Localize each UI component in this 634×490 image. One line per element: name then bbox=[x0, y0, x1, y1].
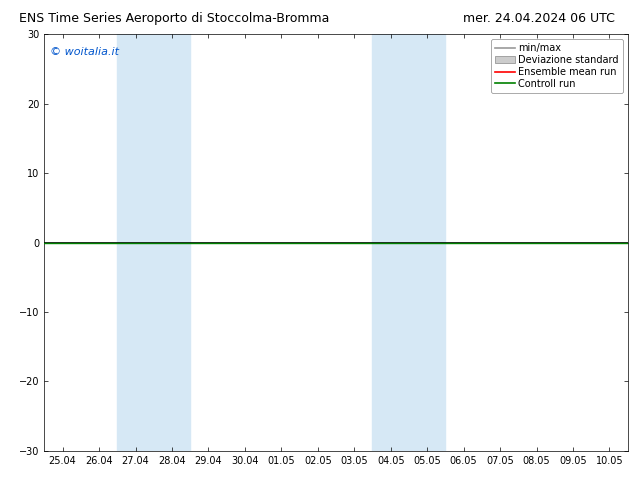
Bar bbox=[373, 34, 409, 451]
Bar bbox=[117, 34, 153, 451]
Bar bbox=[153, 34, 190, 451]
Bar bbox=[409, 34, 445, 451]
Text: mer. 24.04.2024 06 UTC: mer. 24.04.2024 06 UTC bbox=[463, 12, 615, 25]
Text: © woitalia.it: © woitalia.it bbox=[50, 47, 119, 57]
Text: ENS Time Series Aeroporto di Stoccolma-Bromma: ENS Time Series Aeroporto di Stoccolma-B… bbox=[19, 12, 330, 25]
Legend: min/max, Deviazione standard, Ensemble mean run, Controll run: min/max, Deviazione standard, Ensemble m… bbox=[491, 39, 623, 93]
